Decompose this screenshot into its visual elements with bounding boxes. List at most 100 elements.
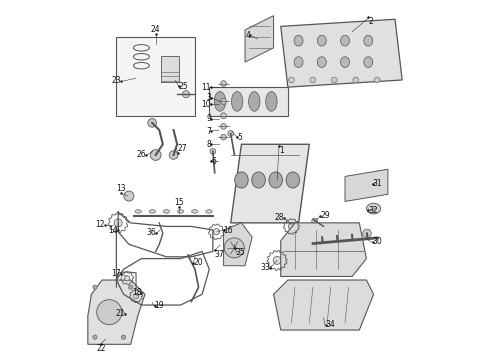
Text: 3: 3: [206, 93, 211, 102]
Polygon shape: [245, 16, 273, 62]
Circle shape: [220, 123, 226, 129]
Text: 37: 37: [215, 249, 224, 258]
Text: 8: 8: [206, 140, 211, 149]
Ellipse shape: [341, 57, 349, 67]
Ellipse shape: [318, 35, 326, 46]
Text: 16: 16: [223, 225, 233, 234]
Text: 4: 4: [245, 31, 250, 40]
Circle shape: [124, 276, 130, 281]
Text: 36: 36: [147, 228, 156, 237]
Circle shape: [220, 134, 226, 140]
Ellipse shape: [231, 91, 243, 111]
Circle shape: [228, 131, 234, 136]
Circle shape: [148, 118, 156, 127]
Circle shape: [124, 191, 134, 201]
Text: 20: 20: [193, 258, 203, 267]
Circle shape: [220, 99, 226, 104]
Circle shape: [210, 149, 216, 154]
Circle shape: [114, 219, 122, 227]
Ellipse shape: [294, 35, 303, 46]
Text: 5: 5: [237, 132, 242, 141]
Circle shape: [333, 232, 342, 240]
Text: 11: 11: [201, 83, 211, 92]
Circle shape: [318, 233, 326, 242]
Text: 26: 26: [136, 150, 146, 159]
Ellipse shape: [364, 35, 373, 46]
Ellipse shape: [163, 210, 170, 213]
Polygon shape: [281, 223, 367, 276]
Ellipse shape: [235, 172, 248, 188]
Text: 17: 17: [111, 269, 121, 278]
Circle shape: [348, 230, 356, 239]
Polygon shape: [223, 223, 252, 266]
Text: 28: 28: [275, 213, 284, 222]
Circle shape: [224, 238, 245, 258]
Bar: [161, 56, 178, 82]
Ellipse shape: [177, 210, 184, 213]
Text: 9: 9: [206, 114, 211, 123]
Text: 2: 2: [368, 18, 373, 27]
Text: 32: 32: [368, 206, 378, 215]
Text: 31: 31: [373, 179, 383, 188]
Text: 27: 27: [178, 144, 188, 153]
Polygon shape: [281, 19, 402, 87]
Polygon shape: [209, 87, 288, 116]
Text: 34: 34: [326, 320, 336, 329]
Circle shape: [220, 113, 226, 118]
Circle shape: [312, 218, 318, 224]
Text: 30: 30: [373, 237, 383, 246]
Circle shape: [128, 285, 133, 289]
Text: 21: 21: [116, 310, 125, 319]
Circle shape: [182, 91, 190, 98]
Ellipse shape: [252, 172, 266, 188]
Text: 18: 18: [132, 288, 142, 297]
Circle shape: [363, 229, 371, 238]
Polygon shape: [345, 169, 388, 202]
Text: 22: 22: [97, 344, 106, 353]
Ellipse shape: [318, 57, 326, 67]
Ellipse shape: [286, 172, 300, 188]
Circle shape: [93, 335, 97, 339]
Text: 13: 13: [116, 184, 126, 193]
Text: 33: 33: [260, 263, 270, 272]
Circle shape: [220, 81, 226, 86]
Circle shape: [150, 150, 161, 160]
Ellipse shape: [269, 172, 283, 188]
Circle shape: [97, 300, 122, 325]
Circle shape: [93, 285, 97, 289]
Text: 35: 35: [235, 248, 245, 257]
Text: 23: 23: [111, 76, 121, 85]
Polygon shape: [231, 144, 309, 223]
Circle shape: [288, 223, 294, 230]
Text: 19: 19: [155, 301, 164, 310]
Circle shape: [122, 335, 126, 339]
Circle shape: [374, 77, 380, 83]
Ellipse shape: [248, 91, 260, 111]
Polygon shape: [273, 280, 373, 330]
Ellipse shape: [149, 210, 155, 213]
Circle shape: [331, 77, 337, 83]
Circle shape: [169, 151, 178, 159]
Ellipse shape: [367, 203, 381, 214]
Circle shape: [213, 229, 220, 235]
Polygon shape: [88, 280, 145, 344]
Text: 24: 24: [151, 24, 161, 33]
Ellipse shape: [294, 57, 303, 67]
Text: 6: 6: [211, 157, 216, 166]
Ellipse shape: [192, 210, 198, 213]
Text: 7: 7: [206, 127, 211, 136]
Ellipse shape: [341, 35, 349, 46]
Circle shape: [353, 77, 359, 83]
Text: 1: 1: [279, 146, 284, 155]
Ellipse shape: [266, 91, 277, 111]
Circle shape: [273, 256, 281, 264]
Circle shape: [289, 77, 294, 83]
Text: 15: 15: [174, 198, 184, 207]
Text: 25: 25: [179, 82, 189, 91]
Text: 10: 10: [201, 100, 211, 109]
Circle shape: [310, 77, 316, 83]
Circle shape: [133, 293, 139, 299]
Text: 12: 12: [96, 220, 105, 229]
Ellipse shape: [206, 210, 212, 213]
Ellipse shape: [364, 57, 373, 67]
